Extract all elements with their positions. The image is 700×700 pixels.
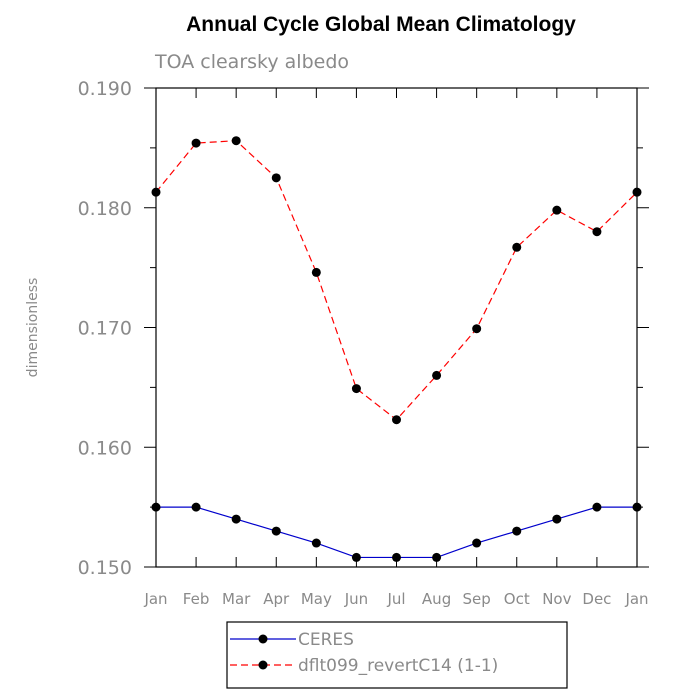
legend-marker-0 xyxy=(258,634,268,644)
x-tick-label: Jun xyxy=(344,590,368,608)
series-line-0 xyxy=(156,506,637,559)
x-tick-label: Oct xyxy=(504,590,530,608)
legend-label-1: dflt099_revertC14 (1-1) xyxy=(298,656,498,676)
legend-box xyxy=(226,621,568,689)
series-1-point xyxy=(271,173,281,183)
series-1-point xyxy=(512,242,522,252)
y-axis-title: dimensionless xyxy=(25,278,41,378)
x-tick-label: Jan xyxy=(624,590,648,608)
y-tick-label: 0.170 xyxy=(78,318,132,340)
x-tick-label: Mar xyxy=(222,590,251,608)
series-1-point xyxy=(392,415,401,425)
plot-area: Jan Feb Mar Apr May Jun Jul Aug Sep Oct Nov Dec Jan 0… xyxy=(78,78,649,608)
series-0-point xyxy=(592,502,602,512)
series-1-point xyxy=(552,205,562,215)
x-tick-label: Apr xyxy=(263,590,290,608)
legend-label-0: CERES xyxy=(298,630,354,650)
series-0-point xyxy=(231,514,241,524)
series-1-point xyxy=(592,227,602,237)
y-tick-label: 0.150 xyxy=(78,557,132,579)
series-0-point xyxy=(191,502,201,512)
series-0-point xyxy=(512,526,522,536)
y-tick-label: 0.160 xyxy=(78,437,132,459)
series-1-point xyxy=(311,267,321,277)
series-0-point xyxy=(151,502,161,512)
x-tick-label: Sep xyxy=(463,590,491,608)
chart-title: Annual Cycle Global Mean Climatology xyxy=(186,13,576,36)
series-line-1 xyxy=(155,140,638,421)
series-1-point xyxy=(432,370,442,380)
series-0-point xyxy=(472,538,482,548)
x-tick-label: Jul xyxy=(386,590,405,608)
x-tick-label: Dec xyxy=(582,590,611,608)
series-1-point xyxy=(151,187,161,197)
series-0-point xyxy=(271,526,281,536)
x-tick-label: Aug xyxy=(422,590,451,608)
x-tick-label: Nov xyxy=(542,590,571,608)
series-0-point xyxy=(392,552,401,562)
series-0-point xyxy=(552,514,562,524)
series-0-point xyxy=(351,552,361,562)
y-tick-label: 0.180 xyxy=(78,198,132,220)
series-1-point xyxy=(472,324,482,334)
series-0-point xyxy=(432,552,442,562)
series-1-point xyxy=(191,138,201,148)
x-tick-label: Feb xyxy=(183,590,210,608)
chart-subtitle: TOA clearsky albedo xyxy=(154,51,349,73)
series-0-point xyxy=(632,502,642,512)
series-1-point xyxy=(231,136,241,146)
legend: CERES dflt099_revertC14 (1-1) xyxy=(226,621,568,689)
x-tick-label: May xyxy=(301,590,332,608)
y-tick-label: 0.190 xyxy=(78,78,132,100)
x-tick-label: Jan xyxy=(143,590,167,608)
series-1-point xyxy=(351,384,361,394)
plot-frame xyxy=(155,87,638,568)
series-0-point xyxy=(311,538,321,548)
series-1-point xyxy=(632,187,642,197)
legend-marker-1 xyxy=(258,660,268,670)
